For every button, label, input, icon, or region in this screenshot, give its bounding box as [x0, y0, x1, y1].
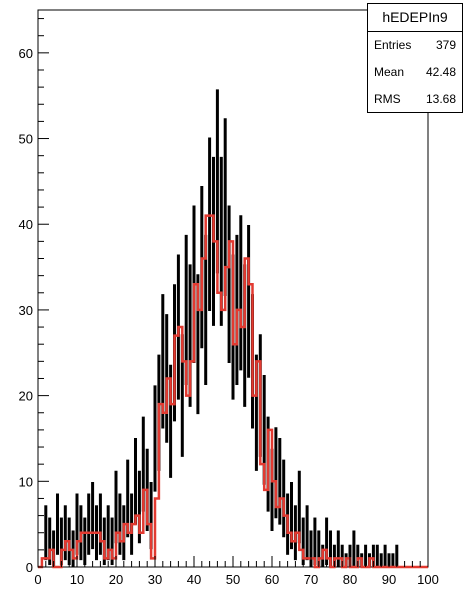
y-tick-label: 20	[19, 389, 33, 404]
stats-row-mean: Mean 42.48	[368, 59, 462, 86]
x-tick-label: 0	[34, 572, 41, 587]
x-tick-label: 100	[417, 572, 439, 587]
x-tick-label: 50	[226, 572, 240, 587]
stats-label: RMS	[374, 92, 401, 106]
y-tick-label: 30	[19, 303, 33, 318]
x-tick-label: 30	[148, 572, 162, 587]
stats-title: hEDEPIn9	[368, 4, 462, 32]
x-tick-label: 60	[265, 572, 279, 587]
stats-label: Entries	[374, 38, 412, 52]
x-tick-label: 40	[187, 572, 201, 587]
y-tick-label: 0	[26, 560, 33, 575]
stats-row-entries: Entries 379	[368, 32, 462, 59]
red-series	[38, 214, 428, 569]
x-tick-label: 20	[109, 572, 123, 587]
stats-row-rms: RMS 13.68	[368, 86, 462, 113]
x-tick-label: 90	[382, 572, 396, 587]
y-tick-label: 50	[19, 132, 33, 147]
stats-value: 13.68	[425, 92, 456, 106]
stats-value: 379	[435, 38, 456, 52]
stats-box: hEDEPIn9 Entries 379 Mean 42.48 RMS 13.6…	[367, 3, 463, 113]
stats-label: Mean	[374, 65, 405, 79]
y-tick-label: 60	[19, 46, 33, 61]
step-histogram-line	[38, 214, 428, 569]
stats-value: 42.48	[425, 65, 456, 79]
y-tick-label: 10	[19, 474, 33, 489]
axes: 0 10 20 30 40 50 60 70 80 90 100 0 10 20 30 40 50 60	[19, 18, 439, 587]
x-tick-label: 80	[343, 572, 357, 587]
x-tick-label: 10	[70, 572, 84, 587]
black-series	[44, 89, 399, 568]
x-tick-label: 70	[304, 572, 318, 587]
y-tick-label: 40	[19, 217, 33, 232]
